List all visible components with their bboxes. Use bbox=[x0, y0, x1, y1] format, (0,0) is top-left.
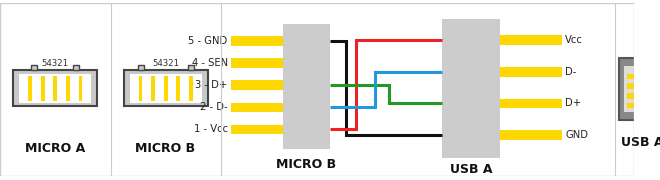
Bar bbox=[138, 65, 144, 70]
Text: D-: D- bbox=[565, 67, 576, 77]
Text: MICRO B: MICRO B bbox=[277, 158, 337, 170]
Bar bbox=[230, 58, 284, 68]
Text: USB A: USB A bbox=[620, 136, 660, 149]
Bar bbox=[230, 103, 284, 112]
Bar bbox=[19, 74, 91, 103]
Bar bbox=[79, 76, 82, 101]
Text: USB A: USB A bbox=[449, 163, 492, 176]
Bar bbox=[230, 36, 284, 46]
Bar bbox=[626, 83, 653, 89]
Bar bbox=[164, 76, 168, 101]
Text: MICRO A: MICRO A bbox=[24, 142, 85, 155]
Bar bbox=[41, 76, 44, 101]
Text: 4 - SEN: 4 - SEN bbox=[191, 58, 228, 68]
Text: MICRO B: MICRO B bbox=[135, 142, 195, 155]
Bar bbox=[73, 65, 79, 70]
Bar bbox=[32, 65, 37, 70]
Bar bbox=[500, 67, 562, 76]
Bar bbox=[500, 99, 562, 108]
Bar bbox=[626, 93, 653, 99]
Text: 2 - D-: 2 - D- bbox=[200, 102, 228, 112]
Bar bbox=[188, 65, 194, 70]
Bar bbox=[626, 103, 653, 108]
Bar bbox=[53, 76, 57, 101]
Bar bbox=[442, 19, 500, 158]
Bar bbox=[500, 35, 562, 45]
Bar bbox=[230, 80, 284, 90]
Bar bbox=[13, 70, 97, 106]
Bar bbox=[66, 76, 70, 101]
Text: 1 - Vcc: 1 - Vcc bbox=[193, 124, 228, 134]
Text: D+: D+ bbox=[565, 98, 581, 109]
Bar bbox=[28, 76, 32, 101]
Bar bbox=[189, 76, 193, 101]
Bar bbox=[176, 76, 180, 101]
Text: 54321: 54321 bbox=[152, 59, 180, 68]
Text: Vcc: Vcc bbox=[565, 35, 583, 45]
Text: 5 - GND: 5 - GND bbox=[189, 36, 228, 46]
Bar bbox=[284, 24, 329, 149]
Text: 3 - D+: 3 - D+ bbox=[195, 80, 228, 90]
Bar bbox=[230, 125, 284, 134]
Bar bbox=[151, 76, 155, 101]
Bar bbox=[619, 58, 660, 120]
Bar bbox=[500, 130, 562, 140]
Text: GND: GND bbox=[565, 130, 588, 140]
Text: 54321: 54321 bbox=[42, 59, 69, 68]
Bar bbox=[130, 74, 202, 103]
Bar bbox=[624, 66, 660, 112]
Bar bbox=[626, 74, 653, 79]
Bar bbox=[124, 70, 207, 106]
Bar bbox=[139, 76, 143, 101]
